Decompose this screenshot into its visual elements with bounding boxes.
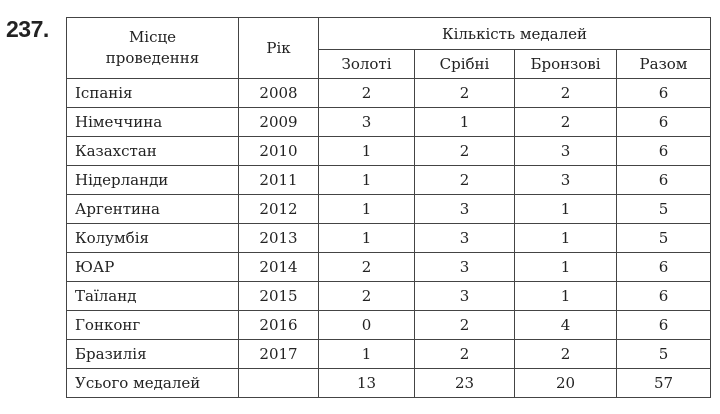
cell-place: Нідерланди [66, 165, 239, 195]
cell-year: 2011 [238, 165, 319, 195]
table-row: Іспанія 2008 2 2 2 6 [66, 78, 711, 108]
cell-silver: 2 [414, 78, 515, 108]
cell-year: 2013 [238, 223, 319, 253]
totals-year [238, 368, 319, 398]
table-row: Казахстан 2010 1 2 3 6 [66, 136, 711, 166]
cell-bronze: 2 [514, 78, 617, 108]
table-row: Аргентина 2012 1 3 1 5 [66, 194, 711, 224]
cell-year: 2009 [238, 107, 319, 137]
cell-place: Іспанія [66, 78, 239, 108]
cell-total: 6 [616, 136, 711, 166]
medals-table: Місце проведення Рік Кількість медалей З… [66, 17, 711, 398]
header-place: Місце проведення [66, 17, 239, 79]
cell-gold: 1 [318, 136, 415, 166]
header-medals: Кількість медалей [318, 17, 711, 50]
cell-place: Таїланд [66, 281, 239, 311]
cell-silver: 3 [414, 194, 515, 224]
cell-silver: 3 [414, 252, 515, 282]
table-row: Бразилія 2017 1 2 2 5 [66, 339, 711, 369]
cell-year: 2017 [238, 339, 319, 369]
totals-silver: 23 [414, 368, 515, 398]
cell-gold: 2 [318, 78, 415, 108]
cell-bronze: 4 [514, 310, 617, 340]
header-gold: Золоті [318, 49, 415, 79]
cell-place: Аргентина [66, 194, 239, 224]
table-row: Гонконг 2016 0 2 4 6 [66, 310, 711, 340]
cell-gold: 1 [318, 339, 415, 369]
cell-total: 6 [616, 281, 711, 311]
cell-silver: 2 [414, 310, 515, 340]
cell-bronze: 2 [514, 339, 617, 369]
header-total: Разом [616, 49, 711, 79]
cell-place: Бразилія [66, 339, 239, 369]
cell-silver: 3 [414, 223, 515, 253]
header-bronze: Бронзові [514, 49, 617, 79]
cell-bronze: 1 [514, 194, 617, 224]
totals-gold: 13 [318, 368, 415, 398]
cell-bronze: 1 [514, 281, 617, 311]
cell-gold: 1 [318, 165, 415, 195]
cell-year: 2010 [238, 136, 319, 166]
cell-year: 2015 [238, 281, 319, 311]
totals-total: 57 [616, 368, 711, 398]
cell-place: Гонконг [66, 310, 239, 340]
cell-gold: 2 [318, 281, 415, 311]
cell-total: 5 [616, 339, 711, 369]
cell-year: 2016 [238, 310, 319, 340]
table-row: Німеччина 2009 3 1 2 6 [66, 107, 711, 137]
header-year: Рік [238, 17, 319, 79]
table-row: Таїланд 2015 2 3 1 6 [66, 281, 711, 311]
cell-gold: 1 [318, 194, 415, 224]
cell-total: 6 [616, 165, 711, 195]
cell-silver: 2 [414, 339, 515, 369]
cell-gold: 3 [318, 107, 415, 137]
cell-total: 5 [616, 223, 711, 253]
cell-place: ЮАР [66, 252, 239, 282]
cell-silver: 3 [414, 281, 515, 311]
cell-place: Колумбія [66, 223, 239, 253]
table-row: ЮАР 2014 2 3 1 6 [66, 252, 711, 282]
cell-silver: 1 [414, 107, 515, 137]
cell-total: 6 [616, 310, 711, 340]
cell-bronze: 3 [514, 165, 617, 195]
cell-year: 2008 [238, 78, 319, 108]
cell-bronze: 1 [514, 223, 617, 253]
cell-total: 6 [616, 107, 711, 137]
cell-gold: 0 [318, 310, 415, 340]
cell-total: 6 [616, 78, 711, 108]
cell-bronze: 2 [514, 107, 617, 137]
totals-bronze: 20 [514, 368, 617, 398]
cell-total: 6 [616, 252, 711, 282]
cell-silver: 2 [414, 136, 515, 166]
cell-total: 5 [616, 194, 711, 224]
cell-year: 2014 [238, 252, 319, 282]
cell-year: 2012 [238, 194, 319, 224]
table-row: Нідерланди 2011 1 2 3 6 [66, 165, 711, 195]
cell-gold: 1 [318, 223, 415, 253]
totals-row: Усього медалей 13 23 20 57 [66, 368, 711, 398]
cell-place: Казахстан [66, 136, 239, 166]
cell-bronze: 1 [514, 252, 617, 282]
cell-bronze: 3 [514, 136, 617, 166]
table-row: Колумбія 2013 1 3 1 5 [66, 223, 711, 253]
totals-label: Усього медалей [66, 368, 239, 398]
cell-place: Німеччина [66, 107, 239, 137]
cell-gold: 2 [318, 252, 415, 282]
cell-silver: 2 [414, 165, 515, 195]
header-silver: Срібні [414, 49, 515, 79]
exercise-number: 237. [6, 16, 49, 42]
